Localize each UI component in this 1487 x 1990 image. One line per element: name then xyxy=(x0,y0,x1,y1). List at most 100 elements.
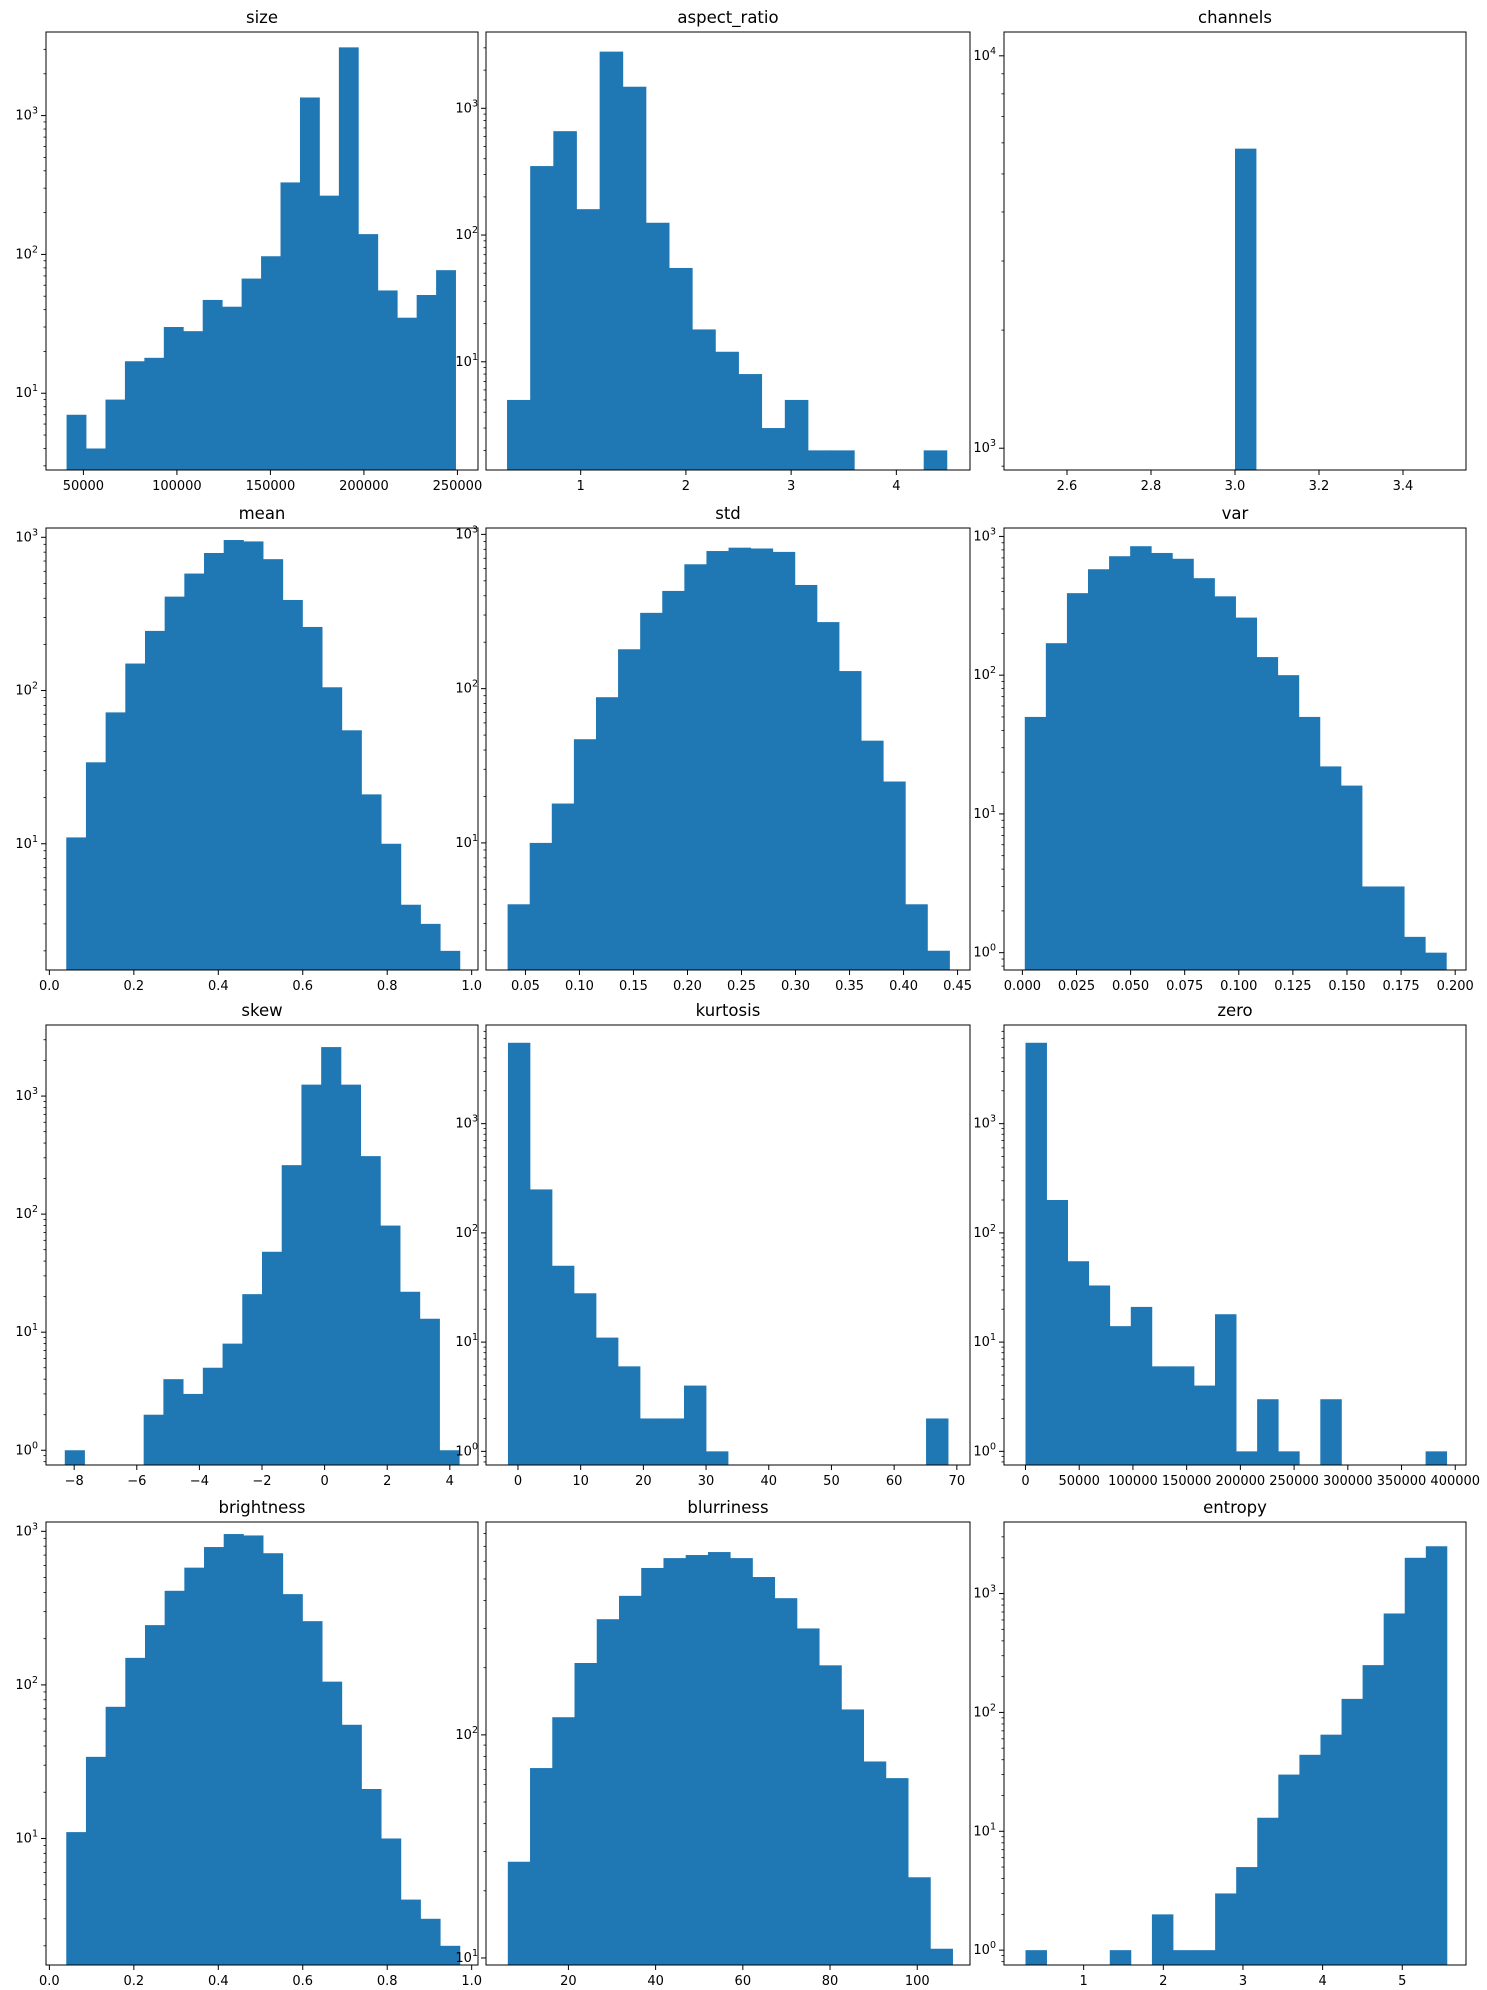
histogram-bar xyxy=(662,590,685,970)
histogram-panel-var: var 0.000 0.025 0.050 0.075 0.100 0.125 0.150 0.… xyxy=(973,504,1473,994)
x-tick-label: 0.000 xyxy=(1004,979,1041,994)
x-tick-label: 1.0 xyxy=(461,979,482,994)
y-tick-label: 100 xyxy=(15,1440,38,1458)
histogram-bar xyxy=(439,1450,460,1465)
histogram-bar xyxy=(1320,1399,1342,1465)
histogram-bar xyxy=(1341,1698,1364,1965)
histogram-bar xyxy=(243,541,264,970)
y-tick-label: 103 xyxy=(455,1114,478,1132)
histogram-bar xyxy=(1256,657,1279,970)
histogram-bar xyxy=(164,596,185,970)
histogram-bar xyxy=(1404,1557,1427,1965)
histogram-bar xyxy=(223,1534,244,1965)
y-tick-label: 100 xyxy=(455,1441,478,1459)
x-tick-label: 0.8 xyxy=(377,1974,398,1989)
histogram-bar xyxy=(927,950,950,970)
histogram-bar xyxy=(1257,1399,1279,1465)
histogram-bar xyxy=(908,1877,931,1965)
histogram-bar xyxy=(183,1393,204,1465)
histogram-bar xyxy=(163,1379,184,1465)
histogram-bar xyxy=(340,1084,362,1465)
histogram-panel-std: std 0.05 0.10 0.15 0.20 0.25 0.30 0.35 0.40 0.45 1… xyxy=(455,504,972,994)
histogram-bar xyxy=(1236,1451,1258,1465)
histogram-bar xyxy=(1278,1774,1300,1965)
histogram-bar xyxy=(715,351,739,470)
histogram-bar xyxy=(923,450,948,470)
x-tick-label: 2.8 xyxy=(1141,479,1162,494)
axes-frame xyxy=(1003,1521,1467,1966)
histogram-bar xyxy=(85,1756,107,1965)
histogram-bar xyxy=(322,1681,343,1965)
x-tick-label: 0.05 xyxy=(511,979,540,994)
histogram-bar xyxy=(377,290,398,470)
x-tick-label: 0.10 xyxy=(565,979,594,994)
histogram-bar xyxy=(1172,1950,1195,1965)
histogram-bar xyxy=(105,399,126,470)
axes-frame xyxy=(485,527,971,971)
x-tick-label: 20 xyxy=(560,1974,577,1989)
histogram-bar xyxy=(1193,578,1215,970)
histogram-bar xyxy=(573,739,597,970)
x-tick-label: 0 xyxy=(320,1474,328,1489)
histogram-bars xyxy=(1025,1546,1448,1965)
histogram-bar xyxy=(282,599,303,970)
histogram-bar xyxy=(85,762,107,970)
histogram-bar xyxy=(1383,886,1405,970)
x-tick-label: 0.6 xyxy=(292,979,313,994)
histogram-bar xyxy=(164,1590,185,1965)
histogram-bar xyxy=(1320,1734,1342,1965)
histogram-bar xyxy=(361,794,382,970)
y-tick-label: 101 xyxy=(455,833,478,851)
subplot-title: aspect_ratio xyxy=(677,8,778,28)
histogram-bars xyxy=(1025,1042,1448,1465)
y-tick-label: 103 xyxy=(455,524,478,542)
y-tick-label: 101 xyxy=(973,804,996,822)
y-tick-label: 100 xyxy=(973,1441,996,1459)
x-tick-label: 60 xyxy=(735,1974,752,1989)
histogram-bar xyxy=(683,1385,707,1465)
histogram-bar xyxy=(1278,1451,1300,1465)
subplot-title: var xyxy=(1222,504,1249,523)
histogram-bar xyxy=(1214,596,1236,970)
y-tick-label: 103 xyxy=(973,438,996,456)
y-tick-label: 102 xyxy=(973,665,996,683)
y-tick-label: 102 xyxy=(455,1725,478,1743)
histogram-bar xyxy=(553,131,577,470)
histogram-bar xyxy=(341,730,362,970)
subplot-title: brightness xyxy=(218,1498,305,1517)
subplot-title: blurriness xyxy=(687,1498,768,1517)
histogram-bar xyxy=(1025,1950,1047,1965)
x-tick-label: 1 xyxy=(577,479,585,494)
histogram-panel-aspect_ratio: aspect_ratio 1 2 3 4 101 102 103 xyxy=(455,8,971,494)
histogram-bar xyxy=(436,270,456,470)
histogram-bar xyxy=(1172,1366,1195,1465)
x-tick-label: 0.175 xyxy=(1382,979,1419,994)
histogram-bar xyxy=(124,361,145,470)
x-tick-label: 0.25 xyxy=(727,979,756,994)
histogram-bar xyxy=(750,548,774,970)
x-tick-label: 250000 xyxy=(1269,1474,1319,1489)
histogram-bar xyxy=(1425,952,1447,970)
x-tick-label: 200000 xyxy=(1216,1474,1266,1489)
subplot-title: size xyxy=(246,8,278,27)
x-tick-label: 5 xyxy=(1398,1974,1406,1989)
histogram-bar xyxy=(507,904,531,970)
histogram-bar xyxy=(645,222,670,470)
y-tick-label: 102 xyxy=(15,1204,38,1222)
histogram-bar xyxy=(281,1165,302,1465)
x-tick-label: 4 xyxy=(1318,1974,1326,1989)
histogram-bar xyxy=(322,687,343,970)
histogram-bar xyxy=(530,166,554,470)
histogram-bar xyxy=(1066,593,1089,970)
y-tick-label: 102 xyxy=(15,1675,38,1693)
axes-frame xyxy=(1003,527,1467,971)
x-tick-label: 0.40 xyxy=(889,979,918,994)
y-tick-label: 102 xyxy=(455,679,478,697)
histogram-bar xyxy=(1172,558,1194,970)
histogram-bar xyxy=(1151,552,1173,970)
histogram-bar xyxy=(1425,1451,1448,1465)
y-tick-label: 102 xyxy=(455,1223,478,1241)
histogram-bar xyxy=(1151,1914,1174,1965)
histogram-bar xyxy=(440,950,461,970)
y-tick-label: 103 xyxy=(15,1086,38,1104)
